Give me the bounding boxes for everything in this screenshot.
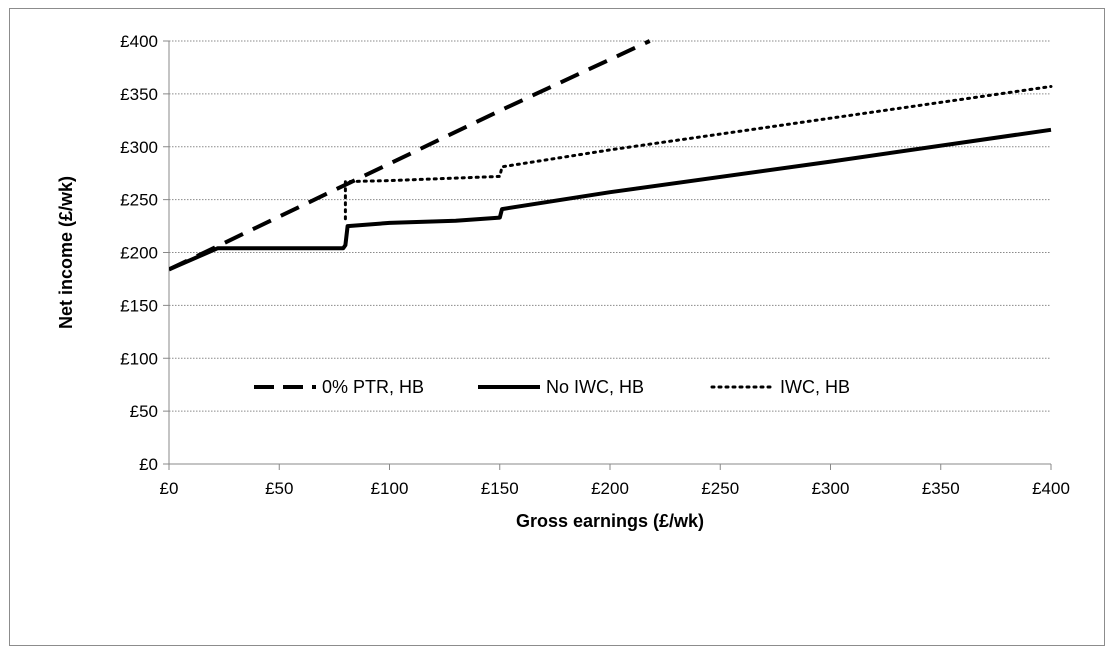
x-tick-label: £250 bbox=[701, 479, 739, 498]
x-tick-label: £150 bbox=[481, 479, 519, 498]
y-tick-label: £400 bbox=[120, 32, 158, 51]
y-tick-label: £150 bbox=[120, 296, 158, 315]
legend-label: No IWC, HB bbox=[546, 377, 644, 397]
y-tick-label: £50 bbox=[130, 402, 158, 421]
gridlines bbox=[169, 40, 1051, 412]
y-tick-label: £300 bbox=[120, 138, 158, 157]
x-tick-label: £50 bbox=[265, 479, 293, 498]
x-tick-label: £350 bbox=[922, 479, 960, 498]
legend: 0% PTR, HB No IWC, HB IWC, HB bbox=[254, 377, 850, 397]
series-line-1 bbox=[169, 39, 651, 272]
series-line-2 bbox=[169, 127, 1052, 272]
y-tick-label: £100 bbox=[120, 349, 158, 368]
x-tick-label: £400 bbox=[1032, 479, 1070, 498]
x-tick-label: £200 bbox=[591, 479, 629, 498]
chart-frame: £0 £50 £100 £150 £200 £250 £300 £350 £400 £0 £50 £1… bbox=[9, 8, 1105, 646]
series-line-3 bbox=[343, 85, 1053, 221]
tick-labels: £0 £50 £100 £150 £200 £250 £300 £350 £400 £0 £50 £1… bbox=[120, 32, 1070, 498]
x-tick-label: £100 bbox=[371, 479, 409, 498]
y-tick-label: £0 bbox=[139, 455, 158, 474]
series-lines bbox=[169, 39, 1053, 272]
y-axis-title: Net income (£/wk) bbox=[56, 176, 76, 329]
x-tick-label: £0 bbox=[160, 479, 179, 498]
axes bbox=[163, 40, 1052, 470]
y-tick-label: £200 bbox=[120, 244, 158, 263]
legend-label: 0% PTR, HB bbox=[322, 377, 424, 397]
x-tick-label: £300 bbox=[812, 479, 850, 498]
legend-label: IWC, HB bbox=[780, 377, 850, 397]
x-axis-title: Gross earnings (£/wk) bbox=[516, 511, 704, 531]
line-chart: £0 £50 £100 £150 £200 £250 £300 £350 £400 £0 £50 £1… bbox=[56, 32, 1070, 531]
y-tick-label: £250 bbox=[120, 191, 158, 210]
y-tick-label: £350 bbox=[120, 85, 158, 104]
